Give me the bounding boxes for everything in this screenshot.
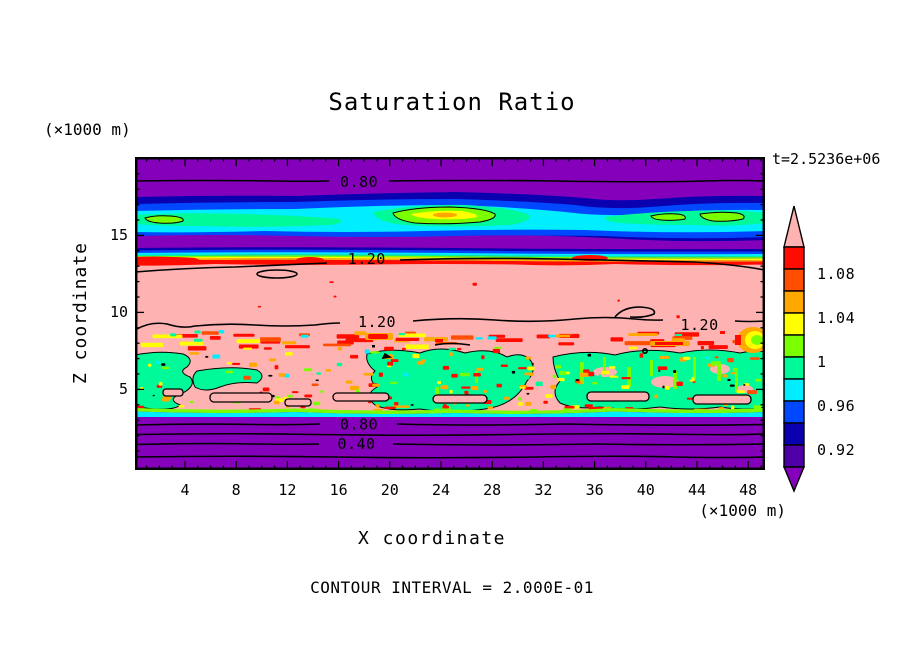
contour-interval-note: CONTOUR INTERVAL = 2.000E-01 [310, 578, 594, 597]
contour-label: 0.80 [340, 173, 378, 191]
upper-valley-bands [135, 192, 765, 250]
x-tick-label: 40 [636, 481, 655, 499]
turbulent-layer [135, 281, 765, 417]
contour-label: 1.20 [358, 313, 396, 331]
y-tick-label: 10 [109, 303, 128, 322]
x-axis-unit: (×1000 m) [699, 501, 786, 520]
colorbar-segment [783, 356, 805, 380]
cloud-top-gradient-stripe [135, 247, 765, 266]
colorbar-tick-label: 1 [817, 353, 827, 371]
y-tick-label: 15 [109, 226, 128, 245]
contour-field: 0.801.201.20 1.200.800.40 [135, 157, 765, 470]
x-tick-label: 20 [380, 481, 399, 499]
x-tick-label: 36 [585, 481, 604, 499]
colorbar-tick-label: 1.08 [817, 265, 856, 283]
closed-contour-capsules [162, 388, 752, 407]
x-tick-label: 12 [278, 481, 297, 499]
pink-region-flecks [365, 327, 765, 353]
x-axis-title: X coordinate [357, 528, 507, 549]
y-tick-label: 5 [118, 380, 128, 399]
x-tick-label: 16 [329, 481, 348, 499]
contour-lines [135, 179, 765, 459]
colorbar-segment [783, 400, 805, 424]
colorbar-tick-label: 0.92 [817, 441, 856, 459]
colorbar-segment [783, 312, 805, 336]
colorbar-segment [783, 422, 805, 446]
x-tick-label: 4 [180, 481, 190, 499]
x-tick-label: 24 [431, 481, 451, 499]
contour-label: 0.40 [337, 435, 375, 453]
x-tick-label: 44 [687, 481, 707, 499]
x-tick-label: 8 [231, 481, 241, 499]
contour-label: 1.20 [348, 250, 386, 268]
contour-label: 1.20 [680, 316, 718, 334]
colorbar-segment [783, 378, 805, 402]
colorbar-segment [783, 334, 805, 358]
time-stamp: t=2.5236e+06 [772, 150, 881, 168]
colorbar-segment [783, 290, 805, 314]
colorbar-segment [783, 444, 805, 468]
x-tick-label: 48 [739, 481, 758, 499]
contour-plot: 0.80 1.20 1.20 1.20 0.80 0.40 [135, 157, 765, 470]
x-tick-label: 28 [483, 481, 502, 499]
contour-value-labels: 0.801.201.20 1.200.800.40 [337, 173, 718, 453]
contour-label: 0.80 [340, 416, 378, 434]
chart-title: Saturation Ratio [328, 88, 576, 116]
colorbar-tick-label: 1.04 [817, 309, 856, 327]
colorbar-segment [783, 246, 805, 270]
colorbar-tick-label: 0.96 [817, 397, 856, 415]
y-axis-unit: (×1000 m) [44, 120, 131, 139]
colorbar [782, 205, 806, 493]
plot-border [135, 157, 765, 470]
colorbar-segment [783, 268, 805, 292]
x-tick-label: 32 [534, 481, 553, 499]
